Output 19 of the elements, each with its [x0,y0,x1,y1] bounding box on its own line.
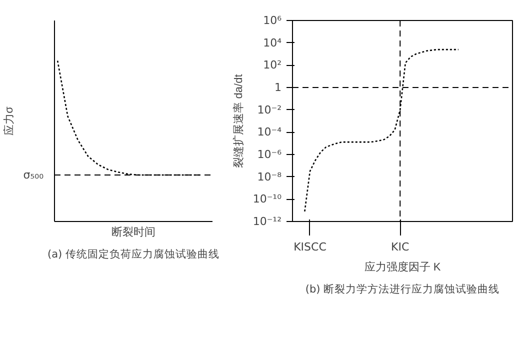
y-tick-label: 10⁴ [263,36,282,50]
x-tick-label: KIC [391,240,410,254]
text: (b) 断裂力学方法进行应力腐蚀试验曲线 [305,282,500,296]
x-axis-title: 应力强度因子 K [364,260,442,274]
x-tick-label: KISCC [294,240,327,254]
y-axis-title: 裂缝扩展速率 da/dt [232,74,245,168]
y-axis-title: 应力σ [2,106,16,136]
x-axis-title: 断裂时间 [112,226,156,238]
ref-line-label: σ₅₀₀ [23,168,44,182]
y-tick-label: 1 [274,81,282,94]
y-tick-label: 10² [263,58,282,72]
y-tick-label: 10⁻⁸ [257,170,282,184]
y-tick-label: 10⁻⁴ [257,126,282,139]
text: (a) 传统固定负荷应力腐蚀试验曲线 [48,248,220,260]
y-tick-label: 10⁻¹⁰ [252,192,282,206]
y-tick-label: 10⁻² [257,103,282,116]
y-tick-label: 10⁻⁶ [257,148,282,161]
y-tick-label: 10⁻¹² [252,215,282,228]
y-tick-label: 10⁶ [263,14,282,27]
